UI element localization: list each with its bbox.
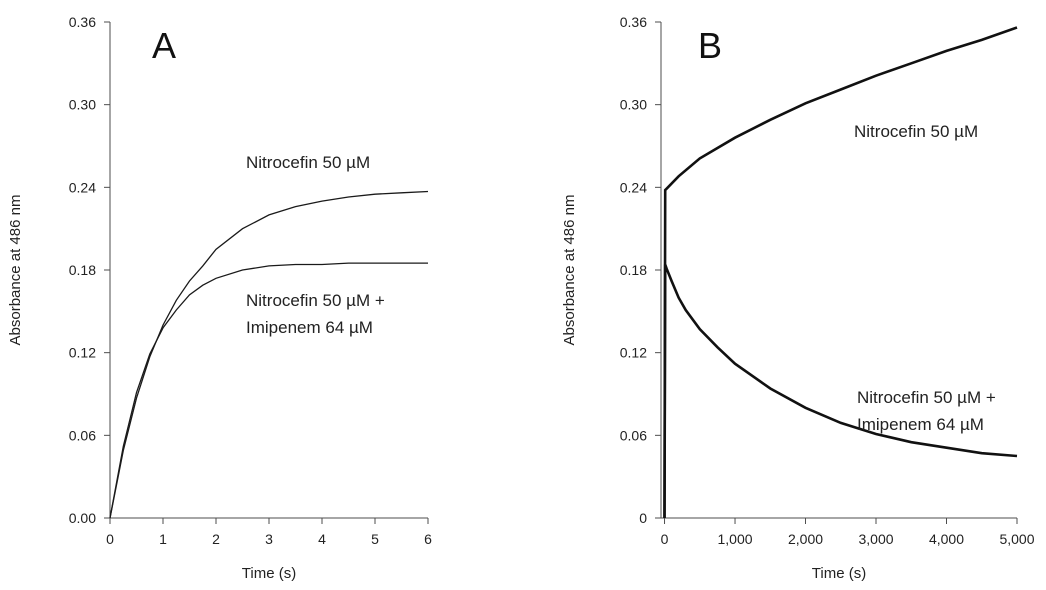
x-tick-label: 0: [661, 531, 669, 547]
x-tick-label: 2: [212, 531, 220, 547]
y-tick-label: 0.12: [69, 345, 96, 361]
chart-panel-a: 0.00 0.06 0.12 0.18 0.24 0.30 0.36 0 1 2 3 4 5 6 Time …: [7, 14, 432, 582]
y-tick-label: 0.30: [69, 97, 96, 113]
chart-panel-b: 0 0.06 0.12 0.18 0.24 0.30 0.36 0 1,000 2,000 3,00…: [561, 14, 1035, 582]
series-label: Nitrocefin 50 µM: [246, 153, 370, 172]
series-label: Nitrocefin 50 µM +: [857, 388, 996, 407]
x-tick-label: 3,000: [858, 531, 893, 547]
y-tick-label: 0.36: [620, 14, 647, 30]
panel-label: A: [152, 25, 176, 66]
series-label: Imipenem 64 µM: [857, 415, 984, 434]
series-line-2: [109, 262, 428, 519]
x-tick-label: 3: [265, 531, 273, 547]
y-tick-label: 0.00: [69, 510, 96, 526]
series-label: Imipenem 64 µM: [246, 318, 373, 337]
y-tick-label: 0.06: [69, 427, 96, 443]
y-tick-label: 0.06: [620, 427, 647, 443]
x-tick-label: 4,000: [929, 531, 964, 547]
y-tick-label: 0.12: [620, 345, 647, 361]
x-tick-label: 2,000: [788, 531, 823, 547]
x-tick-label: 1: [159, 531, 167, 547]
y-axis-label: Absorbance at 486 nm: [7, 195, 24, 346]
series-label: Nitrocefin 50 µM: [854, 122, 978, 141]
series-line-2: [663, 264, 1018, 519]
x-tick-label: 5,000: [999, 531, 1034, 547]
y-tick-label: 0.18: [69, 262, 96, 278]
y-tick-label: 0.18: [620, 262, 647, 278]
series-line-1: [109, 190, 429, 519]
y-tick-label: 0.30: [620, 97, 647, 113]
x-tick-label: 5: [371, 531, 379, 547]
y-tick-label: 0.24: [69, 179, 96, 195]
panel-label: B: [698, 25, 722, 66]
series-line-1: [663, 26, 1018, 519]
y-tick-label: 0.24: [620, 179, 647, 195]
y-tick-label: 0.36: [69, 14, 96, 30]
x-tick-label: 0: [106, 531, 114, 547]
series-label: Nitrocefin 50 µM +: [246, 291, 385, 310]
x-tick-label: 4: [318, 531, 326, 547]
x-tick-label: 1,000: [717, 531, 752, 547]
y-axis-label: Absorbance at 486 nm: [561, 195, 578, 346]
x-axis-label: Time (s): [812, 565, 866, 582]
x-tick-label: 6: [424, 531, 432, 547]
x-axis-label: Time (s): [242, 565, 296, 582]
y-tick-label: 0: [639, 510, 647, 526]
